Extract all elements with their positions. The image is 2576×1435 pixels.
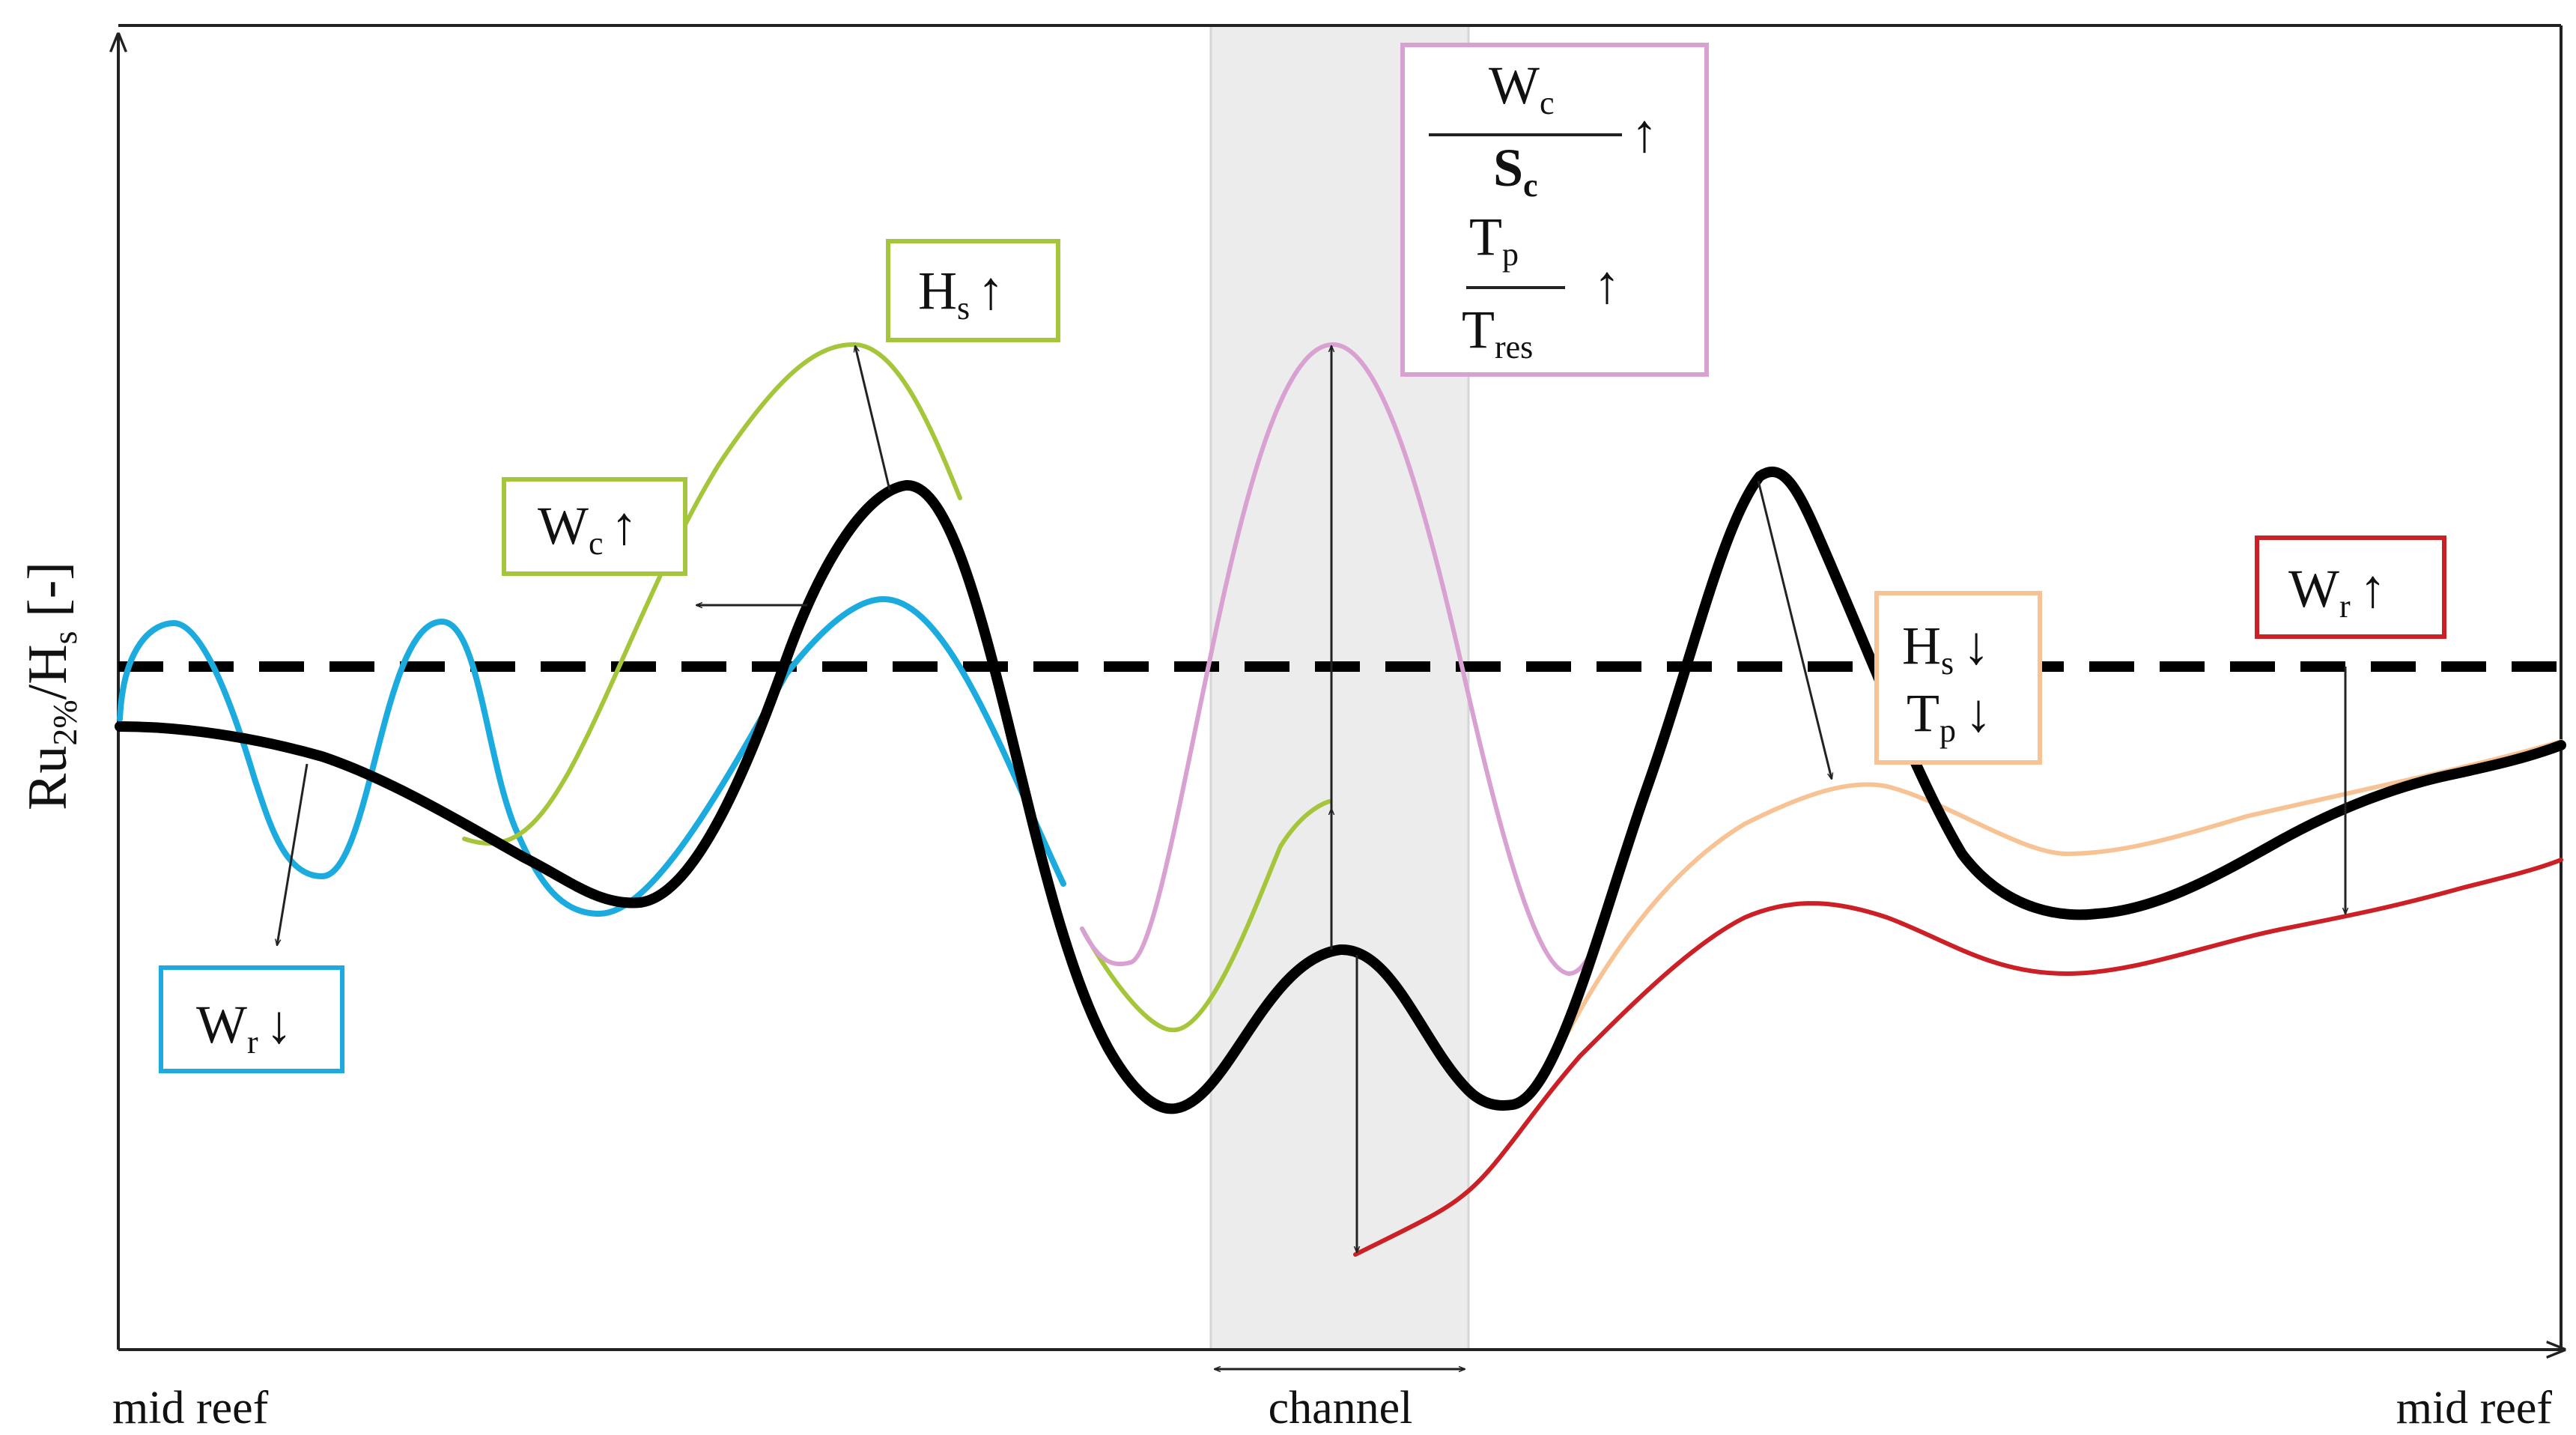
ratio-tres-denominator: Tres	[1462, 300, 1533, 365]
ratio-wc-sc-arrow: ↑	[1631, 103, 1658, 163]
curve-green-channel	[1080, 799, 1331, 1033]
curve-pink-wc-sc-up	[1080, 342, 1597, 977]
box-wr-up-text: Wr ↑	[2288, 559, 2387, 625]
box-wr-up-frame	[2255, 536, 2446, 639]
box-wc-up-text: Wc ↑	[538, 496, 638, 562]
channel-label: channel	[1269, 1383, 1413, 1434]
curve-red-wr-up	[1353, 858, 2563, 1257]
x-axis-left-label: mid reef	[112, 1383, 269, 1434]
ratio-tp-tres-arrow: ↑	[1594, 255, 1620, 315]
arrow-wr-down	[277, 763, 309, 945]
y-axis-label: Ru2%/Hs [-]	[17, 562, 84, 810]
ratio-tp-numerator: Tp	[1469, 207, 1519, 273]
curve-orange-hs-tp-down	[1559, 739, 2563, 1047]
arrow-hs-up	[855, 346, 891, 491]
x-axis-right-label: mid reef	[2396, 1383, 2553, 1434]
box-tp-down-text: Tp ↓	[1907, 683, 1992, 749]
curve-base-reference	[115, 467, 2566, 1114]
curve-blue-wr-down	[117, 595, 1066, 917]
box-wr-down-frame	[159, 965, 344, 1073]
box-hs-up-frame	[886, 239, 1060, 342]
ratio-sc-denominator: Sc	[1493, 138, 1538, 204]
curve-green-wc-up	[462, 342, 962, 846]
ratio-wc-numerator: Wc	[1489, 55, 1555, 121]
box-wc-up-frame	[502, 477, 687, 576]
box-wr-down-text: Wr ↓	[196, 995, 293, 1061]
box-ratios-frame	[1400, 43, 1709, 377]
box-hs-up-text: Hs ↑	[918, 261, 1004, 327]
box-hs-down-text: Hs ↓	[1902, 616, 1990, 682]
box-hs-tp-down-frame	[1874, 591, 2042, 765]
arrow-hs-tp-down	[1757, 480, 1832, 779]
